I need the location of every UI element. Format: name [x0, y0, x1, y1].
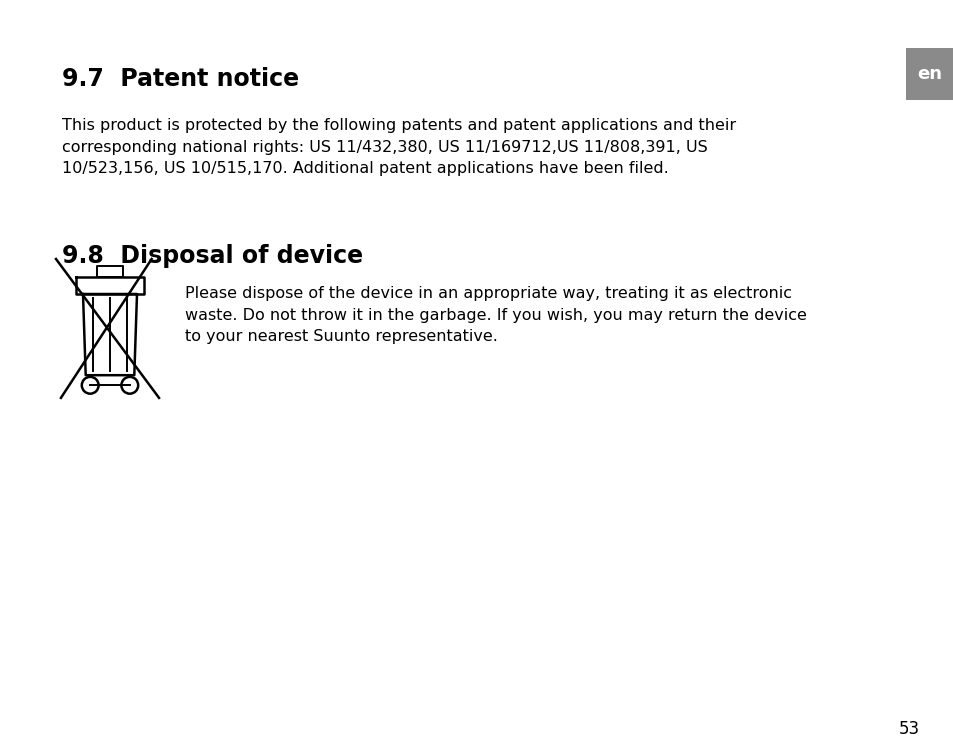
Text: This product is protected by the following patents and patent applications and t: This product is protected by the followi…: [62, 118, 736, 176]
FancyBboxPatch shape: [905, 48, 953, 100]
Text: 9.8  Disposal of device: 9.8 Disposal of device: [62, 244, 363, 268]
Text: Please dispose of the device in an appropriate way, treating it as electronic
wa: Please dispose of the device in an appro…: [185, 286, 806, 344]
Text: en: en: [917, 65, 942, 83]
Text: 9.7  Patent notice: 9.7 Patent notice: [62, 67, 299, 91]
Text: 53: 53: [898, 720, 919, 738]
